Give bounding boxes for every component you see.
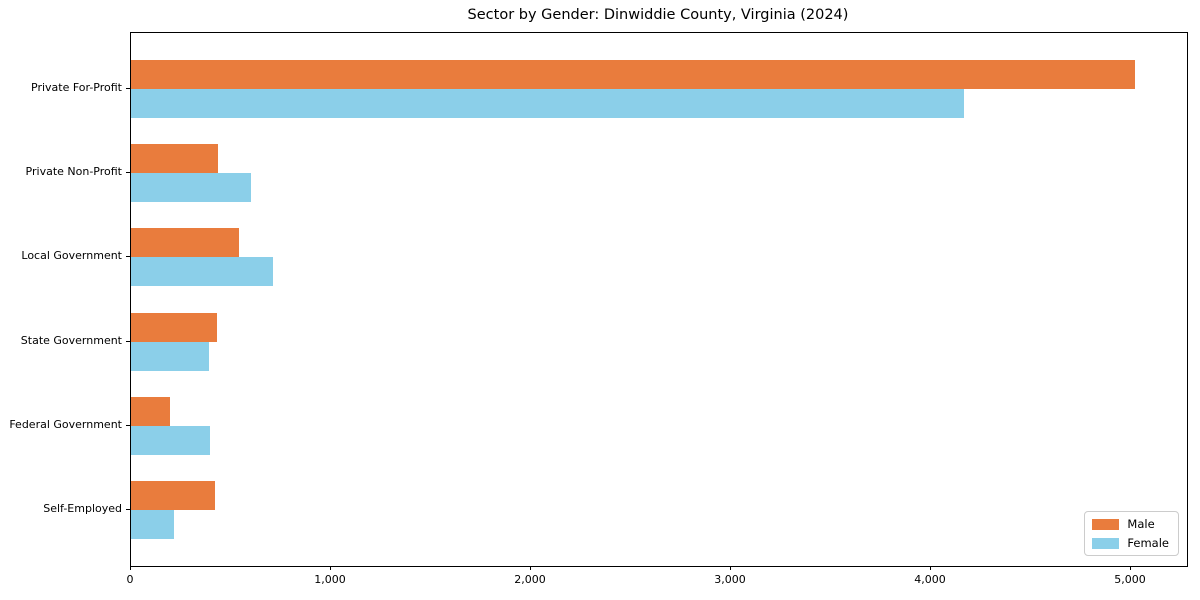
ytick-mark-state-government [126,340,130,342]
xtick-mark-4,000 [929,566,931,570]
legend-label-male: Male [1127,517,1155,531]
xtick-label-0: 0 [126,573,134,586]
xtick-label-4,000: 4,000 [914,573,946,586]
bar-female-private-non-profit [131,173,252,203]
legend-entry-male: Male [1092,517,1169,531]
ytick-label-private-non-profit: Private Non-Profit [25,165,122,179]
xtick-mark-0 [129,566,131,570]
ytick-label-state-government: State Government [20,333,122,347]
ytick-mark-federal-government [126,424,130,426]
ytick-label-private-for-profit: Private For-Profit [31,81,122,94]
ytick-mark-self-employed [126,509,130,510]
ytick-label-local-government: Local Government [21,249,122,263]
xtick-mark-3,000 [729,566,731,570]
plot-area: Male Female [130,32,1188,567]
ytick-mark-local-government [126,256,130,258]
xtick-label-5,000: 5,000 [1114,573,1146,586]
legend-label-female: Female [1127,536,1169,550]
bar-female-self-employed [131,510,175,539]
xtick-mark-5,000 [1129,566,1131,570]
xtick-label-2,000: 2,000 [514,573,546,586]
ytick-label-federal-government: Federal Government [9,417,122,431]
xtick-label-3,000: 3,000 [714,573,746,586]
bar-female-federal-government [131,425,211,455]
ytick-mark-private-for-profit [126,88,130,89]
bar-female-private-for-profit [131,89,964,118]
bar-male-local-government [131,228,240,258]
legend-entry-female: Female [1092,536,1169,550]
ytick-label-self-employed: Self-Employed [43,502,122,515]
xtick-mark-2,000 [529,566,531,570]
bar-male-self-employed [131,481,216,510]
ytick-mark-private-non-profit [126,172,130,174]
chart-title: Sector by Gender: Dinwiddie County, Virg… [467,7,849,23]
legend: Male Female [1084,511,1179,556]
bar-male-private-for-profit [131,60,1135,89]
bar-female-local-government [131,257,274,287]
bar-female-state-government [131,341,210,371]
bar-male-state-government [131,312,218,342]
xtick-mark-1,000 [329,566,331,570]
bar-male-private-non-profit [131,144,219,174]
female-color-swatch [1092,537,1120,549]
xtick-label-1,000: 1,000 [314,573,346,586]
bar-male-federal-government [131,396,171,426]
male-color-swatch [1092,518,1120,530]
